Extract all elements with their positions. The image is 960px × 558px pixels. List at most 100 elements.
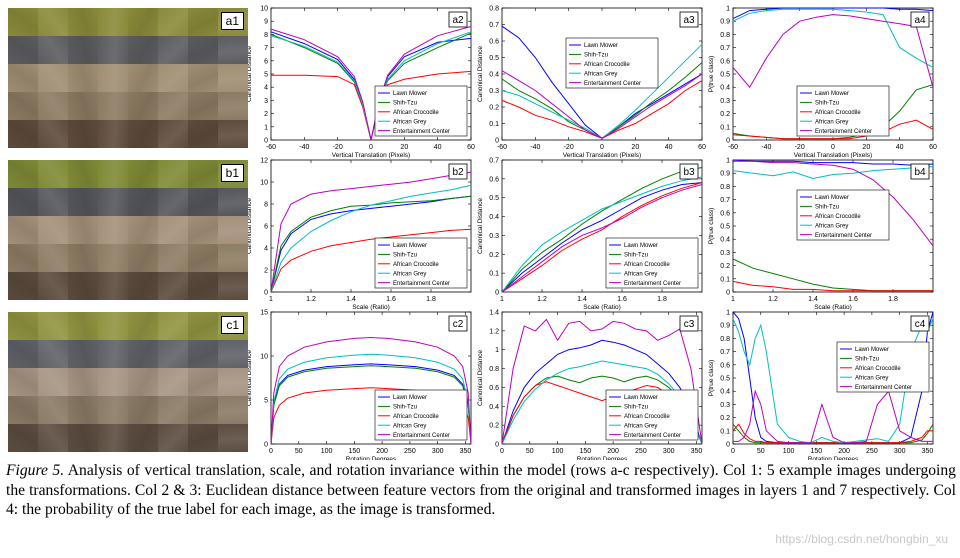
panel-tag: b2 xyxy=(452,167,464,178)
x-tick-label: 0 xyxy=(369,144,373,151)
x-tick-label: 250 xyxy=(635,448,647,455)
y-tick-label: 0.7 xyxy=(489,22,499,29)
legend-label: Lawn Mower xyxy=(815,91,849,97)
y-tick-label: 0.5 xyxy=(489,55,499,62)
legend: Lawn Mower Shih-Tzu African Crocodile Afric… xyxy=(605,237,699,289)
legend-label: African Grey xyxy=(815,223,848,229)
y-tick-label: 1 xyxy=(264,124,268,131)
y-axis-label: Canonical Distance xyxy=(246,350,253,406)
y-tick-label: 9 xyxy=(264,19,268,26)
y-tick-label: 0.7 xyxy=(489,158,499,165)
x-tick-label: 200 xyxy=(838,448,850,455)
y-tick-label: 8 xyxy=(264,202,268,209)
x-tick-label: 100 xyxy=(552,448,564,455)
x-tick-label: 150 xyxy=(348,448,360,455)
y-tick-label: 10 xyxy=(260,354,268,361)
legend-label: Entertainment Center xyxy=(855,385,912,391)
example-image-tile xyxy=(188,312,218,340)
example-image-tile xyxy=(38,368,68,396)
x-tick-label: 1.6 xyxy=(617,296,627,303)
legend-label: Lawn Mower xyxy=(393,91,427,97)
example-image-tile xyxy=(98,312,128,340)
y-tick-label: 0.7 xyxy=(720,197,730,204)
y-axis-label: P(true class) xyxy=(708,56,715,92)
x-axis-label: Rotation Degrees xyxy=(346,456,397,460)
x-axis-label: Vertical Translation (Pixels) xyxy=(332,152,410,159)
figure-caption: Figure 5. Analysis of vertical translati… xyxy=(6,461,956,520)
example-image-tile xyxy=(128,64,158,92)
y-tick-label: 0.8 xyxy=(720,32,730,39)
y-tick-label: 15 xyxy=(260,310,268,317)
example-image-tile xyxy=(128,396,158,424)
x-tick-label: 1.6 xyxy=(848,296,858,303)
example-image-tile xyxy=(98,216,128,244)
x-tick-label: -20 xyxy=(333,144,343,151)
example-image-tile xyxy=(8,64,38,92)
y-tick-label: 6 xyxy=(264,58,268,65)
example-image-tile xyxy=(218,396,248,424)
panel-tag: b1 xyxy=(220,164,244,182)
panel-tag: c3 xyxy=(684,319,695,330)
example-image-tile xyxy=(68,36,98,64)
y-tick-label: 0.4 xyxy=(720,389,730,396)
x-tick-label: 200 xyxy=(376,448,388,455)
y-tick-label: 0.6 xyxy=(489,385,499,392)
example-image-tile xyxy=(158,120,188,148)
example-image-tile xyxy=(8,424,38,452)
x-tick-label: 1.8 xyxy=(657,296,667,303)
x-tick-label: 20 xyxy=(400,144,408,151)
y-tick-label: 5 xyxy=(264,72,268,79)
x-axis-label: Scale (Ratio) xyxy=(814,304,852,311)
example-image-tile xyxy=(218,424,248,452)
y-tick-label: 10 xyxy=(260,180,268,187)
panel-tag: a2 xyxy=(452,15,464,26)
panel-tag: a1 xyxy=(220,12,244,30)
series-line xyxy=(501,182,703,293)
x-tick-label: 300 xyxy=(894,448,906,455)
y-tick-label: 0.1 xyxy=(720,124,730,131)
series-line xyxy=(732,166,934,180)
series-line xyxy=(270,353,472,445)
panel-tag-box xyxy=(679,11,699,28)
example-image-tile xyxy=(188,216,218,244)
legend-label: Shih-Tzu xyxy=(393,405,417,411)
y-tick-label: 0.5 xyxy=(720,72,730,79)
legend-label: Lawn Mower xyxy=(624,243,658,249)
x-tick-label: 0 xyxy=(269,448,273,455)
y-tick-label: 0.3 xyxy=(720,402,730,409)
legend-box xyxy=(796,85,890,137)
series-line xyxy=(732,280,933,292)
legend-label: African Crocodile xyxy=(393,414,439,420)
example-image-tile xyxy=(128,340,158,368)
y-tick-label: 5 xyxy=(264,398,268,405)
example-image-tile xyxy=(188,272,218,300)
y-tick-label: 4 xyxy=(264,85,268,92)
figure: a1 b1 c1 -60 -40 -20 0 20 40 60 0 1 2 3 4 5 6 7 8 9 10 Verti… xyxy=(8,6,937,463)
panel-tag-box xyxy=(910,163,930,180)
legend-label: African Grey xyxy=(584,71,617,77)
x-tick-label: 20 xyxy=(631,144,639,151)
example-image-tile xyxy=(38,120,68,148)
example-image-tile xyxy=(218,36,248,64)
legend-label: Entertainment Center xyxy=(393,281,450,287)
example-image-tile xyxy=(8,368,38,396)
x-tick-label: 250 xyxy=(404,448,416,455)
example-image-tile xyxy=(98,64,128,92)
legend-label: African Crocodile xyxy=(815,110,861,116)
example-image-tile xyxy=(128,160,158,188)
y-tick-label: 0 xyxy=(495,442,499,449)
chart-a3: -60 -40 -20 0 20 40 60 0 0.1 0.2 0.3 0.4 0.5 0.6 0.7 0.… xyxy=(477,6,706,160)
example-image-tile xyxy=(218,64,248,92)
y-axis-label: Canonical Distance xyxy=(477,198,484,254)
legend-label: Entertainment Center xyxy=(393,433,450,439)
legend-label: Shih-Tzu xyxy=(815,205,839,211)
x-tick-label: 300 xyxy=(663,448,675,455)
example-image-tile xyxy=(158,340,188,368)
legend: Lawn Mower Shih-Tzu African Crocodile Afric… xyxy=(374,237,468,289)
y-tick-label: 0.4 xyxy=(489,72,499,79)
x-tick-label: 1.8 xyxy=(426,296,436,303)
legend-box xyxy=(374,85,468,137)
y-tick-label: 0 xyxy=(495,138,499,145)
example-image-tile xyxy=(188,8,218,36)
panel-tag-box xyxy=(448,163,468,180)
